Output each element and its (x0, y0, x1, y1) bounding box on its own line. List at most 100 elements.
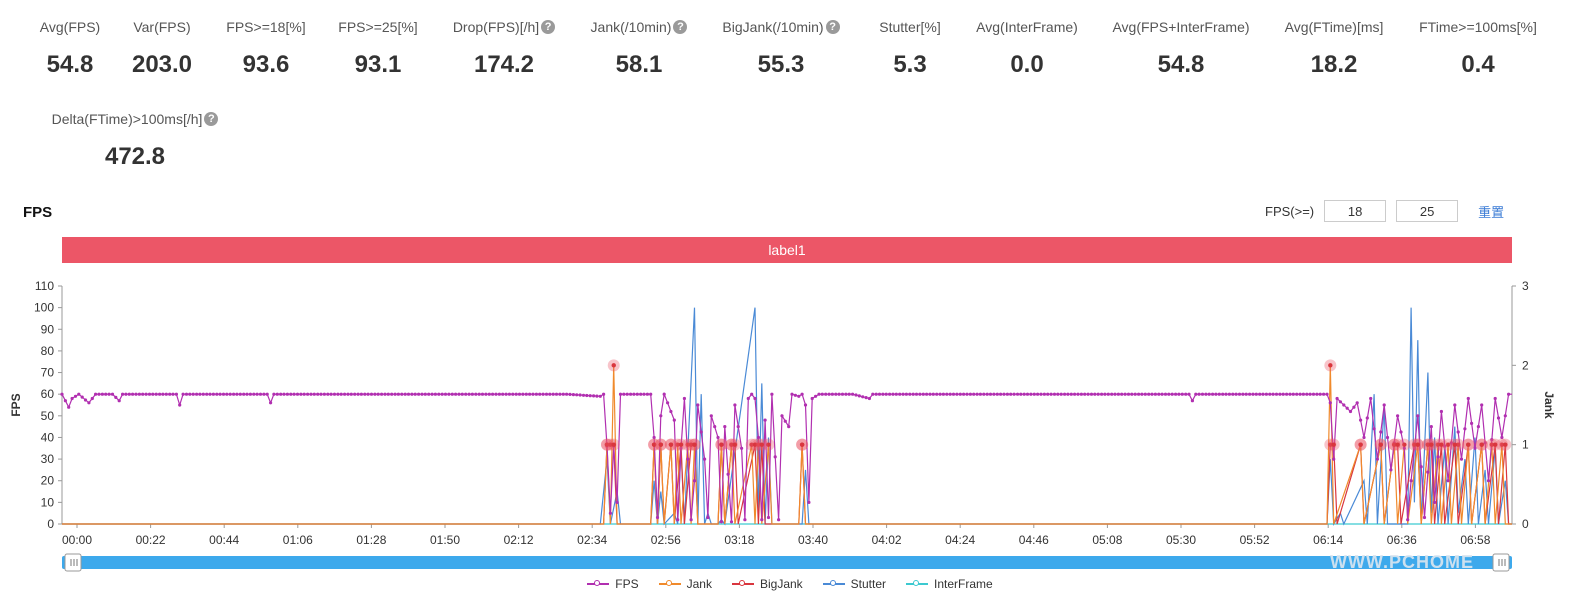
fps-point (151, 392, 155, 396)
fps-point (265, 392, 269, 396)
legend-item-stutter[interactable]: Stutter (822, 577, 886, 591)
fps-point (1369, 396, 1373, 401)
fps-point (666, 401, 670, 405)
fps-point (1463, 427, 1467, 431)
fps-point (1328, 401, 1332, 405)
fps-point (470, 392, 474, 396)
fps-point (766, 515, 771, 520)
help-icon[interactable]: ? (673, 20, 688, 34)
fps-point (1163, 392, 1168, 396)
stat-9: Avg(InterFrame) 0.0 (907, 19, 1147, 79)
x-tick-label: 04:24 (945, 533, 975, 547)
fps-point (729, 520, 734, 524)
stat-label: Stutter[%] (790, 19, 1030, 35)
fps-point (1093, 392, 1097, 396)
fps-point (598, 394, 602, 398)
y-tick-label: 20 (41, 474, 55, 488)
fps-point (235, 392, 239, 396)
fps-point (1039, 392, 1043, 396)
fps-point (830, 392, 835, 396)
fps-point (238, 392, 242, 396)
series-fps-line (61, 391, 1512, 522)
bigjank-point (1331, 442, 1336, 447)
legend-item-jank[interactable]: Jank (658, 577, 712, 591)
fps-point (955, 392, 959, 396)
fps-point (373, 392, 377, 396)
fps-point (864, 396, 868, 400)
stat-label-text: FTime>=100ms[%] (1419, 19, 1537, 35)
fps-point (1500, 435, 1504, 440)
fps-point (423, 392, 427, 396)
fps-point (454, 392, 458, 396)
fps-point (1177, 392, 1181, 396)
bigjank-point (1392, 442, 1397, 447)
fps-point (447, 392, 451, 396)
bigjank-point (719, 442, 724, 447)
fps-point (1042, 392, 1046, 396)
fps-point (1433, 500, 1437, 504)
legend-item-bigjank[interactable]: BigJank (731, 577, 803, 591)
fps-point (743, 518, 747, 522)
fps-point (898, 392, 902, 396)
fps-point (1190, 399, 1194, 403)
fps-point (332, 392, 337, 396)
help-icon[interactable]: ? (825, 20, 840, 34)
reset-button[interactable]: 重置 (1478, 204, 1505, 220)
fps-point (1248, 392, 1252, 396)
fps-point (1224, 392, 1228, 396)
slider-handle-right[interactable] (1492, 553, 1510, 572)
fps-point (901, 392, 905, 396)
fps-point (807, 500, 811, 504)
help-icon[interactable]: ? (204, 112, 219, 126)
stat-value: 54.8 (1157, 51, 1205, 78)
bigjank-point (1412, 442, 1417, 447)
fps-point (544, 392, 549, 396)
fps-point (1153, 392, 1157, 396)
fps-point (380, 392, 384, 396)
fps-point (359, 392, 363, 396)
fps-point (625, 392, 629, 396)
fps-threshold-high-input[interactable] (1396, 200, 1459, 222)
bigjank-point (1425, 442, 1431, 447)
jank-point (675, 442, 680, 447)
time-slider-track[interactable] (62, 556, 1512, 569)
fps-point (356, 392, 360, 396)
stat-label: FPS>=18[%] (146, 19, 386, 35)
bigjank-point (1492, 442, 1498, 447)
fps-point (615, 500, 619, 504)
fps-point (1244, 392, 1248, 396)
y2-axis-label: Jank (1542, 391, 1556, 419)
bigjank-point (759, 442, 764, 447)
jank-point (1328, 363, 1333, 368)
fps-threshold-low-input[interactable] (1324, 200, 1387, 222)
legend-item-interframe[interactable]: InterFrame (906, 577, 993, 591)
jank-point (766, 442, 771, 447)
y2-tick-label: 2 (1522, 358, 1529, 372)
fps-point (295, 392, 300, 396)
stat-label: FTime>=100ms[%] (1358, 19, 1580, 35)
fps-point (793, 393, 798, 397)
stat-value: 55.3 (757, 51, 805, 78)
fps-point (467, 392, 471, 396)
fps-point (178, 403, 182, 407)
legend-item-fps[interactable]: FPS (587, 577, 639, 591)
jank-point (1445, 442, 1451, 447)
fps-point (1123, 392, 1127, 396)
help-icon[interactable]: ? (541, 20, 556, 34)
fps-point (1459, 457, 1464, 461)
chart-title: FPS (23, 204, 53, 221)
fps-point (1106, 392, 1110, 396)
fps-point (1493, 396, 1497, 401)
fps-point (894, 392, 898, 396)
slider-handle-left[interactable] (64, 553, 82, 572)
stat-value: 54.8 (46, 51, 94, 78)
fps-point (306, 392, 310, 396)
jank-point (1455, 442, 1461, 447)
x-tick-label: 06:36 (1387, 533, 1417, 547)
label-bar[interactable]: label1 (62, 237, 1512, 263)
fps-point (289, 392, 293, 396)
fps-point (534, 392, 539, 396)
fps-point (548, 392, 552, 396)
fps-point (174, 392, 178, 396)
fps-point (312, 392, 316, 396)
